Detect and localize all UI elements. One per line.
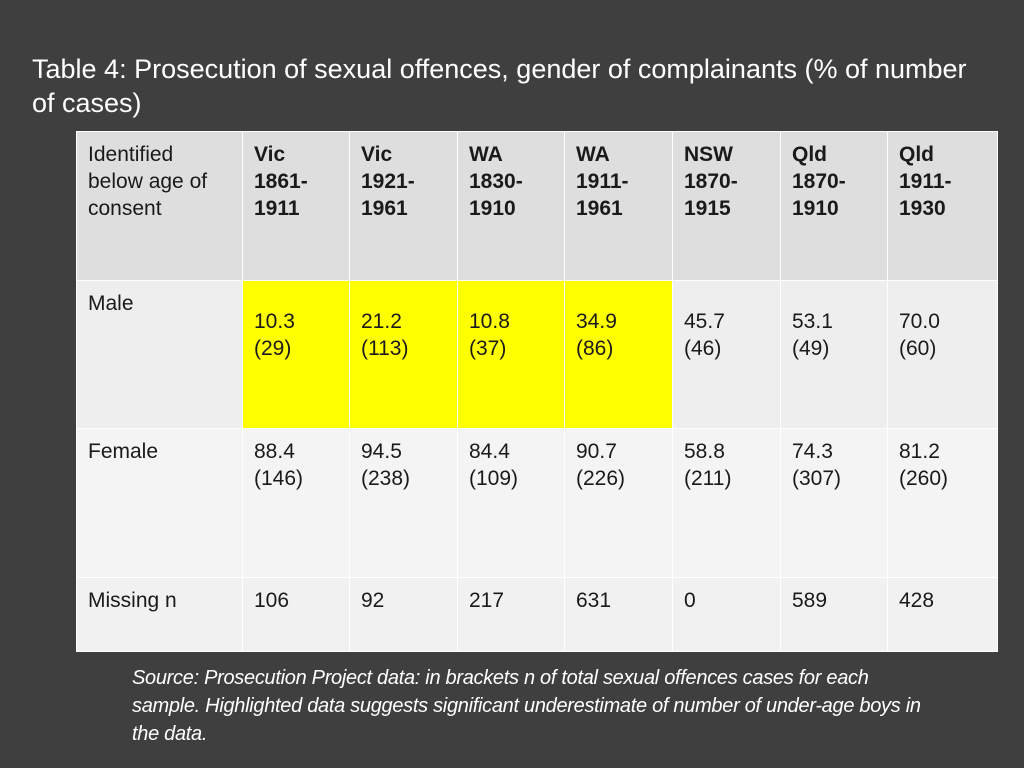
row-label: Missing n <box>76 577 243 652</box>
cell-value: 88.4 <box>254 440 295 463</box>
column-header: Qld 1911-1930 <box>887 131 998 281</box>
table-cell: 631 <box>564 577 673 652</box>
slide-title: Table 4: Prosecution of sexual offences,… <box>32 54 967 118</box>
row-label: Female <box>76 428 243 578</box>
cell-value: 81.2 <box>899 440 940 463</box>
table-cell: 94.5 (238) <box>349 428 458 578</box>
table-cell: 84.4 (109) <box>457 428 565 578</box>
column-header: Qld 1870-1910 <box>780 131 888 281</box>
cell-value: 10.8 <box>469 310 510 333</box>
cell-value: 21.2 <box>361 310 402 333</box>
cell-count: (60) <box>899 337 937 360</box>
table-row-female: Female 88.4 (146) 94.5 (238) 84.4 (109) 90.… <box>76 428 998 578</box>
table-cell: 106 <box>242 577 350 652</box>
row-label: Male <box>76 280 243 429</box>
cell-count: (37) <box>469 337 507 360</box>
column-header: WA 1911-1961 <box>564 131 673 281</box>
cell-value: 84.4 <box>469 440 510 463</box>
table-cell: 34.9 (86) <box>564 280 673 429</box>
table-cell: 217 <box>457 577 565 652</box>
column-header: NSW 1870-1915 <box>672 131 781 281</box>
cell-count: (113) <box>361 337 409 360</box>
cell-count: (29) <box>254 337 292 360</box>
cell-value: 94.5 <box>361 440 402 463</box>
table-cell: 10.8 (37) <box>457 280 565 429</box>
cell-count: (146) <box>254 467 304 490</box>
cell-count: (260) <box>899 467 949 490</box>
data-table-container: Identified below age of consent Vic 1861… <box>76 131 998 652</box>
cell-count: (307) <box>792 467 842 490</box>
offences-table: Identified below age of consent Vic 1861… <box>76 131 998 652</box>
table-cell: 53.1 (49) <box>780 280 888 429</box>
cell-value: 70.0 <box>899 310 940 333</box>
cell-count: (238) <box>361 467 411 490</box>
cell-count: (211) <box>684 467 732 490</box>
cell-value: 74.3 <box>792 440 833 463</box>
table-cell: 58.8 (211) <box>672 428 781 578</box>
table-cell: 0 <box>672 577 781 652</box>
cell-count: (109) <box>469 467 519 490</box>
cell-count: (86) <box>576 337 614 360</box>
table-cell: 589 <box>780 577 888 652</box>
table-row-missing: Missing n 106 92 217 631 0 589 428 <box>76 577 998 652</box>
column-header: WA 1830-1910 <box>457 131 565 281</box>
cell-value: 53.1 <box>792 310 833 333</box>
table-cell: 45.7 (46) <box>672 280 781 429</box>
cell-value: 10.3 <box>254 310 295 333</box>
cell-value: 34.9 <box>576 310 617 333</box>
table-cell: 21.2 (113) <box>349 280 458 429</box>
header-row: Identified below age of consent Vic 1861… <box>76 131 998 281</box>
cell-value: 90.7 <box>576 440 617 463</box>
table-cell: 92 <box>349 577 458 652</box>
table-cell: 70.0 (60) <box>887 280 998 429</box>
table-cell: 74.3 (307) <box>780 428 888 578</box>
column-header: Vic 1861-1911 <box>242 131 350 281</box>
table-cell: 10.3 (29) <box>242 280 350 429</box>
cell-count: (226) <box>576 467 626 490</box>
cell-value: 45.7 <box>684 310 725 333</box>
table-cell: 90.7 (226) <box>564 428 673 578</box>
column-header: Vic 1921-1961 <box>349 131 458 281</box>
corner-header: Identified below age of consent <box>76 131 243 281</box>
cell-count: (49) <box>792 337 830 360</box>
table-row-male: Male 10.3 (29) 21.2 (113) 10.8 (37) 34.9 (86… <box>76 280 998 429</box>
cell-value: 58.8 <box>684 440 725 463</box>
cell-count: (46) <box>684 337 722 360</box>
table-cell: 428 <box>887 577 998 652</box>
table-cell: 81.2 (260) <box>887 428 998 578</box>
source-note: Source: Prosecution Project data: in bra… <box>132 667 921 745</box>
table-cell: 88.4 (146) <box>242 428 350 578</box>
